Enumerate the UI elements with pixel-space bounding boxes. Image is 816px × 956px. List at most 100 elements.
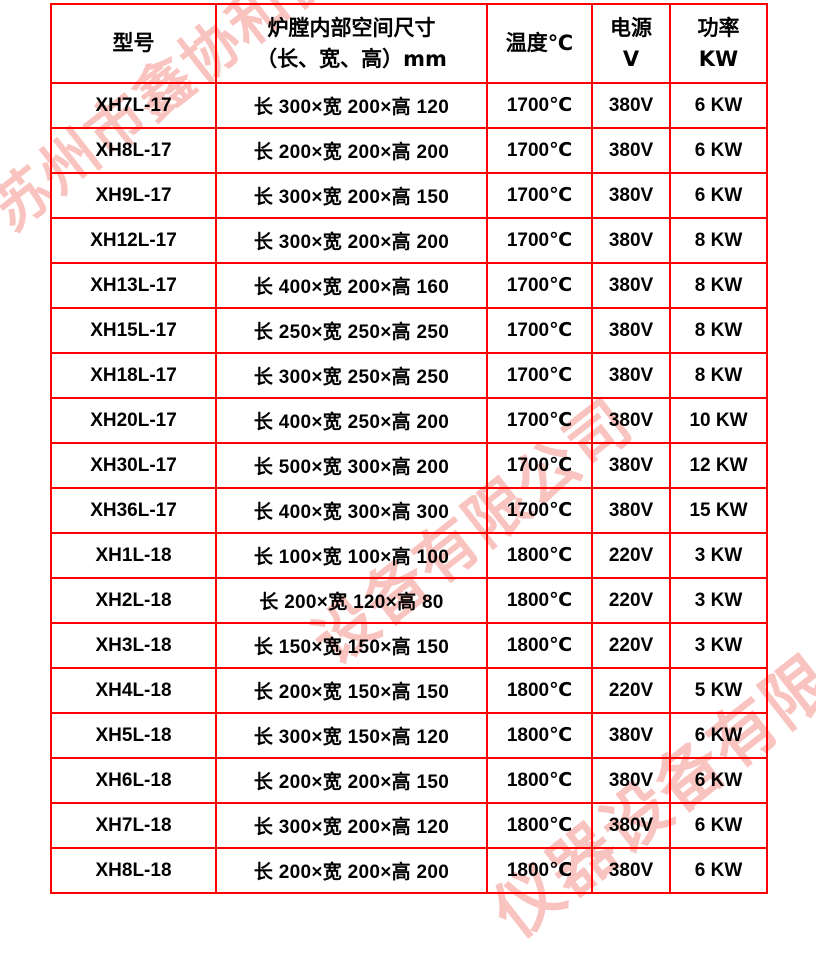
column-header-temperature-line1: 温度℃ <box>505 31 574 56</box>
cell-power: 8 KW <box>669 352 768 399</box>
cell-power: 6 KW <box>669 82 768 129</box>
cell-power: 8 KW <box>669 217 768 264</box>
cell-voltage: 220V <box>591 577 671 624</box>
cell-power: 5 KW <box>669 667 768 714</box>
cell-dimensions: 长 500×宽 300×高 200 <box>215 442 488 489</box>
table-row: XH2L-18 长 200×宽 120×高 80 1800℃ 220V 3 KW <box>50 577 768 624</box>
cell-model: XH7L-17 <box>50 82 217 129</box>
cell-voltage: 380V <box>591 847 671 894</box>
cell-temperature: 1700℃ <box>486 307 593 354</box>
cell-temperature: 1800℃ <box>486 622 593 669</box>
table-row: XH4L-18 长 200×宽 150×高 150 1800℃ 220V 5 KW <box>50 667 768 714</box>
column-header-power-line1: 功率 <box>697 16 740 41</box>
cell-power: 10 KW <box>669 397 768 444</box>
cell-temperature: 1800℃ <box>486 667 593 714</box>
table-row: XH36L-17 长 400×宽 300×高 300 1700℃ 380V 15 KW <box>50 487 768 534</box>
cell-voltage: 380V <box>591 352 671 399</box>
cell-voltage: 380V <box>591 82 671 129</box>
column-header-model-line1: 型号 <box>112 31 155 56</box>
column-header-voltage: 电源 V <box>591 3 671 84</box>
cell-dimensions: 长 200×宽 200×高 200 <box>215 847 488 894</box>
cell-temperature: 1700℃ <box>486 127 593 174</box>
cell-model: XH18L-17 <box>50 352 217 399</box>
cell-model: XH3L-18 <box>50 622 217 669</box>
cell-dimensions: 长 200×宽 150×高 150 <box>215 667 488 714</box>
table-body: XH7L-17 长 300×宽 200×高 120 1700℃ 380V 6 KW XH8… <box>50 82 768 894</box>
cell-dimensions: 长 400×宽 300×高 300 <box>215 487 488 534</box>
cell-dimensions: 长 200×宽 120×高 80 <box>215 577 488 624</box>
cell-voltage: 380V <box>591 262 671 309</box>
cell-voltage: 380V <box>591 217 671 264</box>
cell-voltage: 220V <box>591 622 671 669</box>
header-row: 型号 炉膛内部空间尺寸 （长、宽、高）mm 温度℃ 电源 V 功率 KW <box>50 3 768 84</box>
table-row: XH5L-18 长 300×宽 150×高 120 1800℃ 380V 6 KW <box>50 712 768 759</box>
cell-temperature: 1800℃ <box>486 802 593 849</box>
table-row: XH6L-18 长 200×宽 200×高 150 1800℃ 380V 6 KW <box>50 757 768 804</box>
cell-model: XH5L-18 <box>50 712 217 759</box>
cell-power: 3 KW <box>669 622 768 669</box>
cell-temperature: 1700℃ <box>486 352 593 399</box>
table-row: XH1L-18 长 100×宽 100×高 100 1800℃ 220V 3 KW <box>50 532 768 579</box>
cell-dimensions: 长 400×宽 200×高 160 <box>215 262 488 309</box>
cell-temperature: 1800℃ <box>486 532 593 579</box>
table-row: XH9L-17 长 300×宽 200×高 150 1700℃ 380V 6 KW <box>50 172 768 219</box>
table-row: XH12L-17 长 300×宽 200×高 200 1700℃ 380V 8 KW <box>50 217 768 264</box>
cell-voltage: 380V <box>591 307 671 354</box>
cell-model: XH2L-18 <box>50 577 217 624</box>
cell-model: XH4L-18 <box>50 667 217 714</box>
cell-model: XH13L-17 <box>50 262 217 309</box>
cell-power: 6 KW <box>669 172 768 219</box>
cell-voltage: 380V <box>591 442 671 489</box>
cell-power: 6 KW <box>669 757 768 804</box>
cell-model: XH7L-18 <box>50 802 217 849</box>
cell-voltage: 380V <box>591 802 671 849</box>
cell-dimensions: 长 300×宽 150×高 120 <box>215 712 488 759</box>
cell-model: XH1L-18 <box>50 532 217 579</box>
table-row: XH3L-18 长 150×宽 150×高 150 1800℃ 220V 3 KW <box>50 622 768 669</box>
cell-temperature: 1800℃ <box>486 757 593 804</box>
cell-power: 6 KW <box>669 802 768 849</box>
cell-dimensions: 长 400×宽 250×高 200 <box>215 397 488 444</box>
cell-dimensions: 长 250×宽 250×高 250 <box>215 307 488 354</box>
cell-power: 8 KW <box>669 307 768 354</box>
cell-power: 6 KW <box>669 712 768 759</box>
cell-dimensions: 长 300×宽 200×高 120 <box>215 802 488 849</box>
table-row: XH20L-17 长 400×宽 250×高 200 1700℃ 380V 10 KW <box>50 397 768 444</box>
cell-power: 3 KW <box>669 577 768 624</box>
cell-dimensions: 长 100×宽 100×高 100 <box>215 532 488 579</box>
cell-dimensions: 长 300×宽 200×高 200 <box>215 217 488 264</box>
column-header-dimensions: 炉膛内部空间尺寸 （长、宽、高）mm <box>215 3 488 84</box>
cell-model: XH20L-17 <box>50 397 217 444</box>
cell-temperature: 1700℃ <box>486 172 593 219</box>
cell-model: XH15L-17 <box>50 307 217 354</box>
cell-dimensions: 长 300×宽 250×高 250 <box>215 352 488 399</box>
spec-table-container: 型号 炉膛内部空间尺寸 （长、宽、高）mm 温度℃ 电源 V 功率 KW <box>50 3 768 894</box>
column-header-power: 功率 KW <box>669 3 768 84</box>
cell-temperature: 1700℃ <box>486 397 593 444</box>
cell-power: 15 KW <box>669 487 768 534</box>
column-header-power-line2: KW <box>698 46 739 71</box>
cell-temperature: 1800℃ <box>486 577 593 624</box>
cell-voltage: 380V <box>591 757 671 804</box>
cell-model: XH6L-18 <box>50 757 217 804</box>
cell-temperature: 1700℃ <box>486 487 593 534</box>
table-row: XH15L-17 长 250×宽 250×高 250 1700℃ 380V 8 KW <box>50 307 768 354</box>
cell-voltage: 220V <box>591 532 671 579</box>
table-row: XH7L-17 长 300×宽 200×高 120 1700℃ 380V 6 KW <box>50 82 768 129</box>
cell-dimensions: 长 300×宽 200×高 150 <box>215 172 488 219</box>
cell-power: 6 KW <box>669 127 768 174</box>
cell-temperature: 1700℃ <box>486 262 593 309</box>
cell-voltage: 380V <box>591 712 671 759</box>
cell-model: XH36L-17 <box>50 487 217 534</box>
table-row: XH8L-17 长 200×宽 200×高 200 1700℃ 380V 6 KW <box>50 127 768 174</box>
column-header-voltage-line2: V <box>622 46 640 71</box>
cell-voltage: 220V <box>591 667 671 714</box>
column-header-temperature: 温度℃ <box>486 3 593 84</box>
cell-power: 8 KW <box>669 262 768 309</box>
column-header-dimensions-line1: 炉膛内部空间尺寸 <box>267 16 436 41</box>
cell-dimensions: 长 300×宽 200×高 120 <box>215 82 488 129</box>
cell-model: XH12L-17 <box>50 217 217 264</box>
furnace-spec-table: 型号 炉膛内部空间尺寸 （长、宽、高）mm 温度℃ 电源 V 功率 KW <box>50 3 768 894</box>
cell-voltage: 380V <box>591 487 671 534</box>
cell-dimensions: 长 200×宽 200×高 150 <box>215 757 488 804</box>
